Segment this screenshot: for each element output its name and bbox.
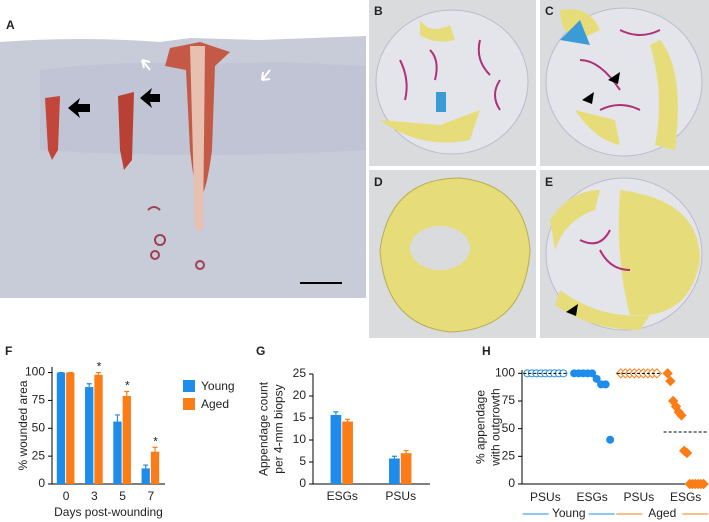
panel-d-image: [369, 170, 536, 338]
y-tick-label: 100: [495, 365, 515, 379]
y-tick-label: 0: [299, 476, 306, 490]
bar: [56, 372, 66, 484]
y-tick-label: 0: [508, 476, 515, 490]
bar: [66, 372, 75, 484]
error-bar: [114, 414, 120, 422]
x-tick-label: PSUs: [624, 490, 655, 504]
data-point: [698, 478, 709, 490]
data-point: [606, 435, 615, 444]
error-bar: [143, 464, 149, 469]
data-point: [588, 369, 597, 378]
significance-mark: *: [97, 360, 102, 374]
y-axis-label: per 4-mm biopsy: [272, 384, 286, 473]
x-tick-label: 0: [63, 489, 70, 503]
legend-label: Young: [552, 506, 586, 520]
bar: [141, 468, 150, 484]
x-tick-label: ESGs: [327, 489, 358, 503]
x-axis-label: Days post-wounding: [54, 505, 163, 519]
y-tick-label: 5: [299, 454, 306, 468]
y-tick-label: 10: [293, 432, 307, 446]
y-axis-label: % wounded area: [16, 380, 30, 470]
y-axis-label: Appendage count: [257, 381, 271, 476]
bar: [389, 458, 400, 484]
panel-a-image: [0, 36, 366, 298]
panel-label: F: [5, 344, 12, 358]
legend-label: Young: [201, 379, 235, 393]
bar: [122, 395, 131, 484]
y-tick-label: 25: [293, 366, 307, 380]
y-tick-label: 75: [502, 393, 516, 407]
error-bar: [391, 455, 397, 459]
y-tick-label: 50: [32, 420, 46, 434]
error-bar: [152, 446, 158, 452]
data-point: [592, 374, 601, 383]
error-bar: [403, 449, 409, 454]
x-tick-label: PSUs: [385, 489, 416, 503]
y-tick-label: 20: [293, 388, 307, 402]
significance-mark: *: [153, 434, 158, 448]
bar: [150, 451, 160, 484]
error-bar: [333, 411, 339, 415]
panel-label: E: [545, 175, 553, 189]
panel-label: G: [256, 344, 265, 358]
x-tick-label: 3: [91, 489, 98, 503]
error-bar: [345, 418, 351, 422]
bar: [400, 453, 412, 484]
panel-label: H: [482, 344, 491, 358]
bar: [342, 421, 353, 484]
panel-label: A: [6, 18, 15, 32]
panel-e-image: [540, 170, 709, 338]
y-tick-label: 25: [32, 448, 46, 462]
legend-swatch: [183, 398, 195, 410]
error-bar: [86, 383, 92, 388]
data-point: [601, 380, 610, 389]
legend-label: Aged: [201, 397, 229, 411]
y-tick-label: 0: [38, 476, 45, 490]
data-point: [662, 368, 673, 379]
y-tick-label: 15: [293, 410, 307, 424]
bar: [113, 421, 122, 484]
y-axis-label: % appendage: [474, 390, 488, 464]
x-tick-label: ESGs: [576, 490, 607, 504]
y-tick-label: 100: [25, 365, 45, 379]
legend-swatch: [183, 380, 195, 392]
x-tick-label: 5: [119, 489, 126, 503]
panel-label: C: [545, 4, 554, 18]
y-tick-label: 75: [32, 393, 46, 407]
x-tick-label: ESGs: [670, 490, 701, 504]
error-bar: [124, 390, 130, 396]
data-point: [676, 410, 687, 421]
panel-label: B: [374, 4, 383, 18]
error-bar: [96, 371, 102, 375]
x-tick-label: 7: [148, 489, 155, 503]
bar: [94, 374, 103, 484]
data-point: [681, 447, 693, 459]
bar: [85, 387, 94, 484]
significance-mark: *: [125, 379, 130, 393]
y-tick-label: 50: [502, 421, 516, 435]
panel-c-image: [540, 0, 709, 166]
legend-label: Aged: [648, 506, 676, 520]
bar: [330, 414, 342, 484]
x-tick-label: PSUs: [530, 490, 561, 504]
data-point: [665, 375, 676, 387]
panel-label: D: [374, 175, 383, 189]
y-tick-label: 25: [502, 449, 516, 463]
y-axis-label: with outgrowth: [489, 388, 503, 466]
panel-b-image: [369, 0, 536, 166]
